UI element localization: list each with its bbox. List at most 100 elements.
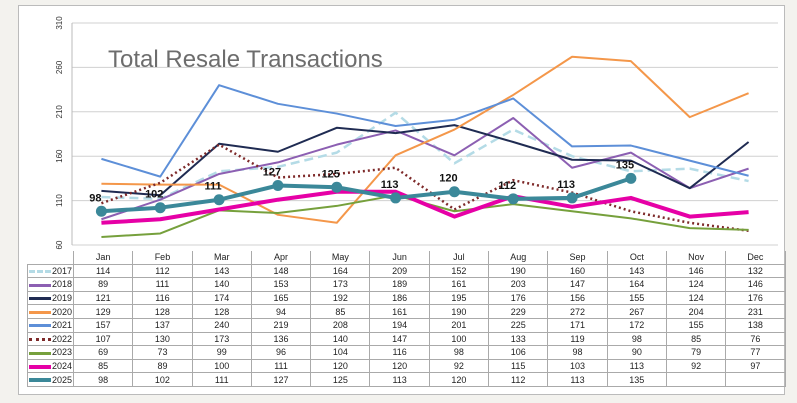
- table-cell: 89: [132, 358, 193, 374]
- legend-label: 2021: [51, 320, 72, 331]
- data-label: 102: [145, 189, 163, 201]
- legend-entry: 2025: [27, 372, 74, 387]
- table-cell: 98: [428, 345, 490, 360]
- legend-entry: 2019: [27, 290, 74, 306]
- table-cell: 100: [428, 331, 490, 347]
- table-cell: 147: [369, 331, 430, 347]
- table-cell: 208: [310, 317, 371, 333]
- table-cell: 113: [369, 372, 430, 387]
- data-point-2025: [507, 193, 519, 205]
- x-tick-label: Oct: [606, 251, 667, 265]
- table-cell: 209: [369, 263, 430, 279]
- legend-entry: 2021: [27, 317, 74, 333]
- data-point-2025: [566, 192, 578, 204]
- table-cell: 148: [250, 263, 312, 279]
- table-cell: [665, 372, 727, 387]
- table-cell: 136: [250, 331, 312, 347]
- table-row: 2022 107 130 173 136 140 147 100 133 119 98 85 76: [27, 331, 786, 347]
- data-label: 111: [205, 181, 222, 193]
- table-row: 2017 114 112 143 148 164 209 152 190 160 143 146 132: [27, 263, 786, 279]
- table-cell: 97: [725, 358, 786, 374]
- data-label: 125: [322, 168, 340, 180]
- table-cell: 85: [310, 304, 371, 319]
- x-tick-label: Mar: [191, 251, 252, 265]
- table-row: 2020 129 128 128 94 85 161 190 229 272 267 204 231: [27, 304, 786, 319]
- table-cell: 115: [488, 358, 549, 374]
- table-cell: 146: [725, 277, 786, 292]
- table-cell: 96: [250, 345, 312, 360]
- y-tick-label: 60: [55, 240, 64, 249]
- table-cell: 203: [488, 277, 549, 292]
- legend-swatch: [28, 283, 51, 287]
- x-tick-label: Feb: [132, 251, 193, 265]
- table-cell: 111: [250, 358, 312, 374]
- table-cell: 102: [132, 372, 193, 387]
- table-cell: 219: [250, 317, 312, 333]
- legend-entry: 2024: [27, 358, 74, 374]
- legend-label: 2017: [51, 265, 72, 276]
- table-cell: 165: [250, 290, 312, 306]
- legend-label: 2020: [51, 306, 72, 317]
- data-label: 127: [263, 167, 281, 179]
- table-cell: 128: [132, 304, 193, 319]
- table-cell: 124: [665, 277, 727, 292]
- legend-entry: 2017: [27, 263, 74, 279]
- y-tick-label: 210: [55, 105, 64, 119]
- x-tick-label: Jan: [72, 251, 134, 265]
- x-tick-label: Sep: [547, 251, 608, 265]
- table-cell: 85: [72, 358, 134, 374]
- table-cell: 138: [725, 317, 786, 333]
- table-cell: 143: [606, 263, 667, 279]
- table-cell: 174: [191, 290, 252, 306]
- table-cell: 143: [191, 263, 252, 279]
- table-cell: 155: [606, 290, 667, 306]
- table-header-row: Jan Feb Mar Apr May Jun Jul Aug Sep Oct Nov Dec: [28, 251, 786, 265]
- table-cell: 173: [310, 277, 371, 292]
- table-cell: 155: [665, 317, 727, 333]
- table-cell: 157: [72, 317, 134, 333]
- table-cell: 104: [310, 345, 371, 360]
- table-cell: 194: [369, 317, 430, 333]
- table-cell: 98: [606, 331, 667, 347]
- data-point-2025: [95, 205, 107, 217]
- table-cell: 231: [725, 304, 786, 319]
- table-cell: 120: [369, 358, 430, 374]
- table-cell: 100: [191, 358, 252, 374]
- legend-swatch: [28, 364, 51, 369]
- chart-title: Total Resale Transactions: [108, 46, 383, 73]
- data-point-2025: [154, 202, 166, 214]
- table-cell: 137: [132, 317, 193, 333]
- table-cell: 127: [250, 372, 312, 387]
- table-cell: 99: [191, 345, 252, 360]
- table-cell: 116: [369, 345, 430, 360]
- table-cell: 240: [191, 317, 252, 333]
- table-cell: 153: [250, 277, 312, 292]
- table-cell: 128: [191, 304, 252, 319]
- table-cell: 152: [428, 263, 490, 279]
- table-cell: 189: [369, 277, 430, 292]
- x-tick-label: Dec: [725, 251, 786, 265]
- table-cell: 98: [547, 345, 608, 360]
- x-tick-label: Jul: [428, 251, 490, 265]
- legend-label: 2023: [51, 347, 72, 358]
- table-cell: 173: [191, 331, 252, 347]
- data-label: 98: [89, 192, 101, 204]
- table-cell: 106: [488, 345, 549, 360]
- table-cell: 140: [191, 277, 252, 292]
- table-cell: 124: [665, 290, 727, 306]
- table-cell: 111: [132, 277, 193, 292]
- y-tick-label: 310: [55, 16, 64, 30]
- table-cell: 125: [310, 372, 371, 387]
- table-cell: 176: [725, 290, 786, 306]
- series-line-2020: [101, 55, 749, 224]
- legend-swatch: [28, 337, 51, 341]
- table-corner: [28, 251, 74, 264]
- table-cell: 79: [665, 345, 727, 360]
- table-cell: 229: [488, 304, 549, 319]
- table-row: 2019 121 116 174 165 192 186 195 176 156 155 124 176: [27, 290, 786, 306]
- table-cell: 133: [488, 331, 549, 347]
- table-cell: 172: [606, 317, 667, 333]
- table-cell: 132: [725, 263, 786, 279]
- series-line-2024: [101, 189, 749, 225]
